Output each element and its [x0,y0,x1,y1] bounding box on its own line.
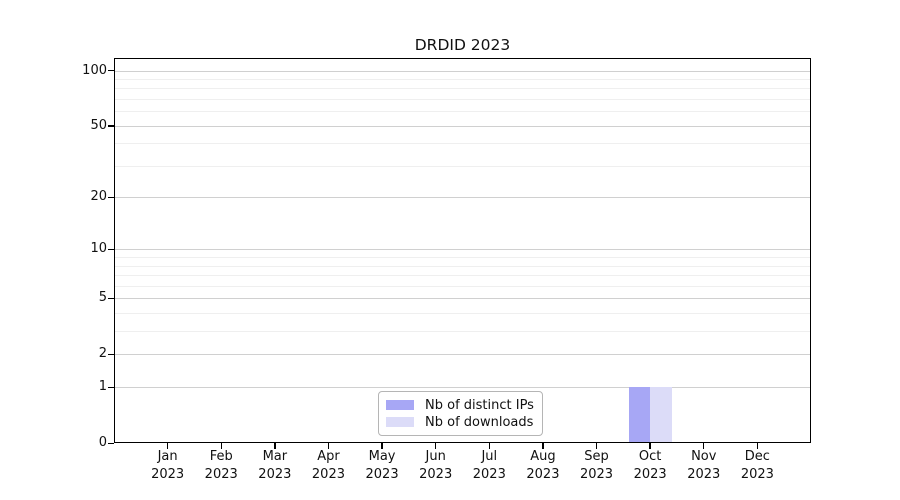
x-tick-month: Mar [262,449,288,464]
x-tick-label: Mar 2023 [240,448,310,483]
x-tick-label: Apr 2023 [293,448,363,483]
bar-downloads [650,387,672,443]
x-axis-tick [703,443,705,449]
x-tick-month: Jan [157,449,178,464]
legend-swatch-distinct-ips [386,400,414,410]
y-gridline-major [115,354,810,356]
y-axis-tick [108,196,114,199]
y-gridline-minor [115,275,810,277]
y-gridline-major [115,197,810,199]
legend-label-distinct-ips: Nb of distinct IPs [425,397,534,413]
x-tick-month: Jul [481,449,498,464]
y-gridline-major [115,70,810,72]
y-tick-label: 50 [90,117,107,133]
y-gridline-minor [115,257,810,259]
x-tick-label: Nov 2023 [669,448,739,483]
x-tick-year: 2023 [258,466,292,482]
legend-item-downloads: Nb of downloads [386,414,534,430]
plot-area [114,58,811,443]
x-tick-label: Oct 2023 [615,448,685,483]
x-axis-tick [381,443,383,449]
x-tick-month: Dec [744,449,770,464]
x-tick-year: 2023 [151,466,185,482]
y-gridline-minor [115,285,810,287]
x-tick-year: 2023 [472,466,506,482]
x-tick-year: 2023 [365,466,399,482]
y-gridline-minor [115,331,810,333]
y-gridline-major [115,125,810,127]
y-axis-tick [108,386,114,388]
x-axis-tick [166,443,169,449]
x-tick-year: 2023 [579,466,614,482]
x-tick-month: Sep [584,449,609,464]
y-gridline-minor [115,313,810,315]
x-axis-tick [274,443,276,449]
x-tick-year: 2023 [311,466,345,482]
y-axis-tick [108,353,114,356]
x-axis-tick [327,443,330,449]
y-gridline-minor [115,111,810,113]
x-tick-year: 2023 [419,466,453,482]
y-tick-label: 5 [98,290,107,306]
y-tick-label: 20 [90,189,107,205]
y-gridline-minor [115,265,810,267]
x-axis-tick [434,443,437,449]
x-tick-label: Feb 2023 [186,448,256,483]
bar-distinct-ips [628,387,651,443]
y-gridline-minor [115,88,810,90]
x-axis-tick [649,443,651,449]
legend-item-distinct-ips: Nb of distinct IPs [386,397,534,413]
y-tick-label: 100 [82,62,107,78]
y-axis-tick [108,248,114,251]
y-gridline-minor [115,78,810,80]
y-gridline-major [115,298,810,300]
y-axis-tick [108,297,114,300]
x-tick-year: 2023 [740,466,774,482]
x-tick-year: 2023 [633,466,667,482]
x-tick-month: May [368,449,396,464]
y-gridline-major [115,387,810,389]
x-tick-month: Feb [209,449,233,464]
x-tick-month: Nov [691,449,717,464]
legend-swatch-downloads [386,417,414,427]
x-tick-month: Oct [638,449,662,464]
y-gridline-minor [115,165,810,167]
y-tick-label: 2 [98,346,107,362]
x-tick-year: 2023 [687,466,721,482]
x-tick-label: Dec 2023 [722,448,792,483]
x-tick-month: Jun [425,449,446,464]
y-gridline-minor [115,98,810,100]
x-axis-tick [756,443,759,449]
x-tick-year: 2023 [526,466,560,482]
y-axis-tick [108,125,114,127]
y-gridline-major [115,249,810,251]
chart-title: DRDID 2023 [414,36,511,54]
x-tick-label: Aug 2023 [508,448,578,483]
y-gridline-minor [115,143,810,145]
y-axis-tick [108,442,114,444]
x-tick-label: Sep 2023 [562,448,632,483]
x-axis-tick [542,443,544,449]
y-tick-label: 1 [98,379,107,395]
x-tick-label: Jul 2023 [454,448,524,483]
x-tick-label: May 2023 [347,448,417,483]
y-tick-label: 0 [98,435,107,450]
x-tick-month: Apr [317,449,340,464]
x-tick-label: Jun 2023 [401,448,471,483]
x-tick-year: 2023 [204,466,238,482]
legend-label-downloads: Nb of downloads [425,414,534,430]
x-axis-tick [595,443,598,449]
x-tick-label: Jan 2023 [133,448,203,483]
x-axis-tick [488,443,490,449]
x-tick-month: Aug [530,449,556,464]
y-axis-tick [108,70,114,72]
y-tick-label: 10 [90,241,107,257]
legend: Nb of distinct IPs Nb of downloads [378,391,543,436]
x-axis-tick [220,443,222,449]
